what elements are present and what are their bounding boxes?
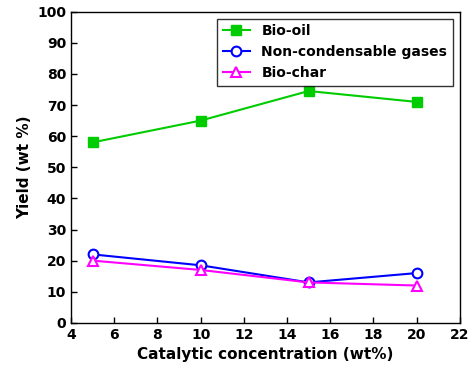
Bio-oil bbox=[90, 140, 96, 145]
Non-condensable gases bbox=[414, 271, 419, 275]
Line: Non-condensable gases: Non-condensable gases bbox=[88, 250, 421, 287]
Non-condensable gases bbox=[90, 252, 96, 257]
X-axis label: Catalytic concentration (wt%): Catalytic concentration (wt%) bbox=[137, 347, 393, 362]
Bio-char bbox=[306, 280, 311, 285]
Non-condensable gases bbox=[306, 280, 311, 285]
Line: Bio-char: Bio-char bbox=[88, 256, 421, 290]
Bio-oil bbox=[414, 100, 419, 104]
Bio-char bbox=[198, 268, 203, 272]
Non-condensable gases bbox=[198, 263, 203, 268]
Y-axis label: Yield (wt %): Yield (wt %) bbox=[17, 116, 32, 219]
Line: Bio-oil: Bio-oil bbox=[88, 86, 421, 147]
Legend: Bio-oil, Non-condensable gases, Bio-char: Bio-oil, Non-condensable gases, Bio-char bbox=[217, 19, 453, 86]
Bio-char bbox=[90, 258, 96, 263]
Bio-oil bbox=[306, 89, 311, 93]
Bio-oil bbox=[198, 118, 203, 123]
Bio-char bbox=[414, 283, 419, 288]
